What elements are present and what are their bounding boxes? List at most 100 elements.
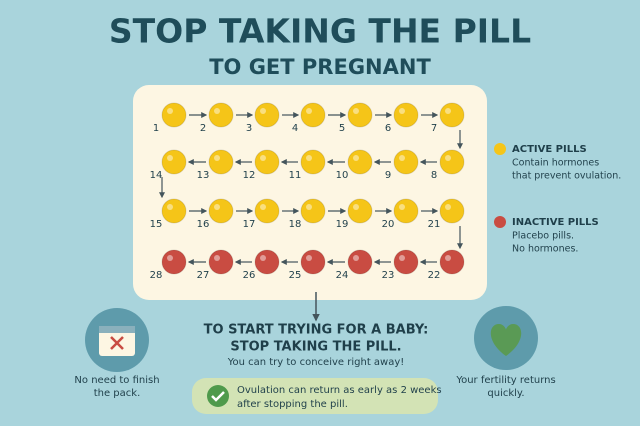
pill (393, 198, 419, 224)
pill (161, 102, 187, 128)
pill-number: 24 (336, 270, 349, 281)
left-text: the pack. (94, 388, 141, 399)
legend-title: ACTIVE PILLS (512, 144, 587, 155)
pill-number: 15 (150, 219, 163, 230)
pill (347, 102, 373, 128)
subtitle: TO GET PREGNANT (209, 55, 431, 79)
pill-number: 7 (431, 123, 437, 134)
pill-number: 8 (431, 170, 437, 181)
pill-shine (445, 204, 451, 210)
legend-text: No hormones. (512, 244, 578, 255)
pill-shine (167, 155, 173, 161)
pill-number: 2 (200, 123, 206, 134)
pill (161, 149, 187, 175)
pill-shine (306, 155, 312, 161)
pill (254, 149, 280, 175)
pill-shine (353, 204, 359, 210)
pill-shine (399, 204, 405, 210)
pill-number: 13 (197, 170, 210, 181)
pill (300, 149, 326, 175)
title: STOP TAKING THE PILL (109, 12, 531, 51)
legend-text: Placebo pills. (512, 231, 574, 242)
heading: STOP TAKING THE PILL. (230, 340, 401, 355)
pill-number: 23 (382, 270, 395, 281)
pill-number: 16 (197, 219, 210, 230)
pill-number: 6 (385, 123, 391, 134)
right-text: quickly. (487, 388, 524, 399)
pill-number: 25 (289, 270, 302, 281)
check-mark (211, 391, 225, 402)
pill-shine (353, 155, 359, 161)
pill-shine (445, 255, 451, 261)
pill-number: 19 (336, 219, 349, 230)
pill (393, 149, 419, 175)
pill (254, 102, 280, 128)
pill-number: 18 (289, 219, 302, 230)
pill (347, 149, 373, 175)
pill (208, 249, 234, 275)
pill-number: 11 (289, 170, 302, 181)
pill-shine (399, 155, 405, 161)
calendar-x (110, 336, 124, 350)
pill-shine (214, 108, 220, 114)
pill (347, 198, 373, 224)
right-text: Your fertility returns (455, 375, 555, 386)
pill (161, 249, 187, 275)
heart-icon (490, 324, 522, 356)
pill-number: 27 (197, 270, 210, 281)
pill-number: 1 (153, 123, 159, 134)
pill-shine (445, 155, 451, 161)
pill-number: 14 (150, 170, 163, 181)
pill (208, 102, 234, 128)
pill (300, 102, 326, 128)
pill (393, 249, 419, 275)
pill-shine (260, 204, 266, 210)
pill (439, 249, 465, 275)
pill (254, 249, 280, 275)
pill-number: 20 (382, 219, 395, 230)
pill-shine (214, 255, 220, 261)
pill (254, 198, 280, 224)
pill-shine (353, 108, 359, 114)
pill-number: 10 (336, 170, 349, 181)
legend-swatch (494, 143, 506, 155)
legend-text: that prevent ovulation. (512, 171, 621, 182)
pill-shine (214, 204, 220, 210)
note: Ovulation can return as early as 2 weeks (237, 385, 442, 396)
pill-number: 28 (150, 270, 163, 281)
legend-text: Contain hormones (512, 158, 599, 169)
check-icon (207, 385, 229, 407)
pill-shine (214, 155, 220, 161)
center-text: You can try to conceive right away! (227, 357, 405, 368)
pill-shine (306, 255, 312, 261)
note: after stopping the pill. (237, 399, 348, 410)
legend-title: INACTIVE PILLS (512, 217, 599, 228)
pill (439, 102, 465, 128)
pill-shine (445, 108, 451, 114)
left-text: No need to finish (74, 375, 159, 386)
pill-shine (260, 255, 266, 261)
pill-shine (306, 204, 312, 210)
pill (439, 149, 465, 175)
legend-swatch (494, 216, 506, 228)
pill-shine (167, 108, 173, 114)
pill-number: 5 (339, 123, 345, 134)
calendar-top (99, 326, 135, 333)
pill (439, 198, 465, 224)
note-box (192, 378, 438, 414)
pill-shine (260, 155, 266, 161)
legend: ACTIVE PILLS Contain hormones that prevent… (494, 143, 621, 255)
pill-shine (260, 108, 266, 114)
pill-number: 12 (243, 170, 256, 181)
heading: TO START TRYING FOR A BABY: (204, 323, 429, 338)
pill (161, 198, 187, 224)
pill-shine (353, 255, 359, 261)
pill-shine (399, 255, 405, 261)
pill-number: 4 (292, 123, 298, 134)
pill-number: 3 (246, 123, 252, 134)
pill-number: 9 (385, 170, 391, 181)
pill (300, 198, 326, 224)
pill-shine (167, 255, 173, 261)
